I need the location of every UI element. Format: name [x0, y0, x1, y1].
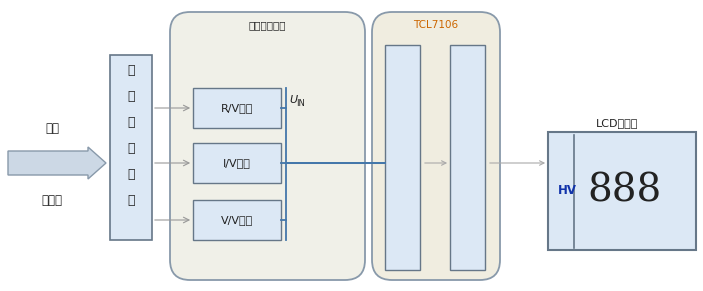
Text: 量: 量 — [127, 116, 135, 129]
Text: 能: 能 — [127, 90, 135, 102]
Bar — [110, 55, 152, 240]
Text: 程: 程 — [127, 141, 135, 155]
Text: 被测量: 被测量 — [41, 194, 63, 207]
Bar — [385, 45, 420, 270]
Text: U: U — [289, 95, 297, 105]
Bar — [193, 143, 281, 183]
Text: I/V转换: I/V转换 — [223, 158, 251, 168]
Bar — [193, 200, 281, 240]
Text: TCL7106: TCL7106 — [413, 20, 458, 30]
Text: IN: IN — [296, 100, 305, 109]
FancyBboxPatch shape — [372, 12, 500, 280]
Bar — [548, 132, 696, 250]
Text: 输入: 输入 — [45, 122, 59, 134]
Bar — [450, 45, 485, 270]
Text: R/V转换: R/V转换 — [221, 103, 253, 113]
Text: HV: HV — [558, 184, 577, 198]
FancyArrow shape — [8, 147, 106, 179]
Text: 择: 择 — [127, 194, 135, 207]
Text: 选: 选 — [127, 168, 135, 180]
Text: 参数转换电路: 参数转换电路 — [248, 20, 285, 30]
Bar — [193, 88, 281, 128]
Text: 888: 888 — [588, 173, 662, 210]
FancyBboxPatch shape — [170, 12, 365, 280]
Text: V/V转换: V/V转换 — [221, 215, 253, 225]
Text: LCD显示器: LCD显示器 — [596, 118, 638, 128]
Text: 功: 功 — [127, 63, 135, 77]
